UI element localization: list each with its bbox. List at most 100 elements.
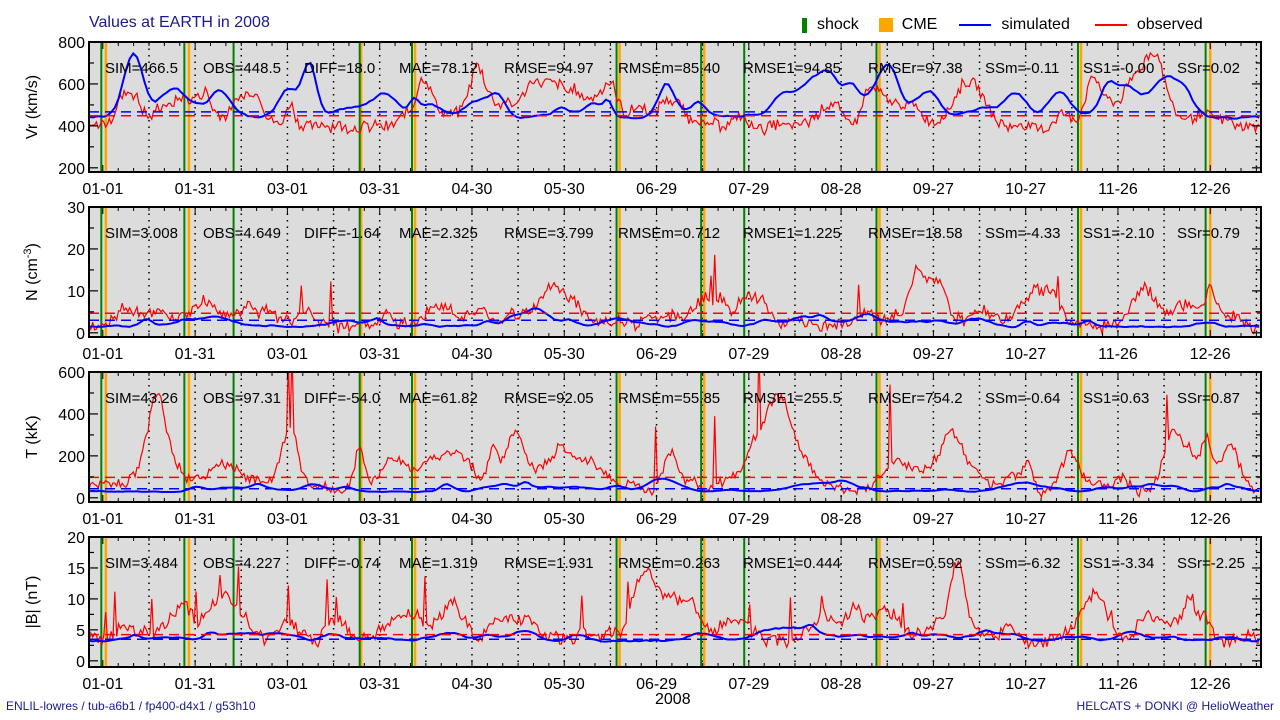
simulated-line bbox=[89, 307, 1260, 329]
series-group bbox=[89, 560, 1261, 650]
x-tick-label: 10-27 bbox=[1005, 181, 1046, 198]
x-tick-label: 04-30 bbox=[452, 676, 493, 693]
shock-swatch-icon bbox=[802, 17, 807, 33]
observed-line bbox=[89, 372, 1260, 500]
stat-label: SSr=0.79 bbox=[1177, 225, 1240, 242]
x-tick-label: 03-31 bbox=[359, 511, 400, 528]
x-tick-label: 12-26 bbox=[1190, 346, 1231, 363]
plot-frame bbox=[88, 371, 1262, 503]
stat-label: SS1=-0.00 bbox=[1083, 60, 1154, 77]
y-axis-label-sup: -3 bbox=[22, 248, 34, 258]
stat-label: SSm=-0.11 bbox=[985, 60, 1059, 77]
stat-label: MAE=1.319 bbox=[399, 555, 478, 572]
y-tick-label: 30 bbox=[67, 200, 85, 217]
y-tick-label: 0 bbox=[76, 654, 85, 671]
stat-label: SSm=-4.33 bbox=[985, 225, 1060, 242]
y-tick-label: 200 bbox=[58, 161, 85, 178]
stat-label: DIFF=-1.64 bbox=[304, 225, 380, 242]
stat-label: RMSE=1.931 bbox=[504, 555, 594, 572]
stat-label: RMSEr=754.2 bbox=[868, 390, 963, 407]
x-tick-label: 03-01 bbox=[267, 181, 308, 198]
y-axis-label-main: N (cm bbox=[24, 258, 41, 301]
x-tick-label: 07-29 bbox=[728, 676, 769, 693]
stat-label: SIM=43.26 bbox=[105, 390, 178, 407]
legend-shock-label: shock bbox=[817, 16, 859, 33]
stat-label: RMSE=92.05 bbox=[504, 390, 594, 407]
y-tick-label: 400 bbox=[58, 407, 85, 424]
x-tick-label: 11-26 bbox=[1098, 511, 1138, 528]
stat-label: OBS=97.31 bbox=[203, 390, 281, 407]
y-axis-label: T (kK) bbox=[24, 415, 41, 458]
x-tick-label: 11-26 bbox=[1098, 181, 1138, 198]
stat-label: RMSEm=0.263 bbox=[618, 555, 720, 572]
x-tick-label: 05-30 bbox=[544, 511, 585, 528]
x-tick-label: 04-30 bbox=[452, 346, 493, 363]
stat-label: SIM=3.008 bbox=[105, 225, 178, 242]
y-axis-label: Vr (km/s) bbox=[24, 75, 41, 139]
x-axis-label: 2008 bbox=[655, 691, 691, 708]
stat-label: RMSEr=97.38 bbox=[868, 60, 963, 77]
x-tick-label: 01-31 bbox=[175, 676, 216, 693]
x-tick-label: 01-31 bbox=[175, 346, 216, 363]
legend: shock CME simulated observed bbox=[802, 16, 1203, 34]
stat-label: DIFF=-0.74 bbox=[304, 555, 380, 572]
x-tick-label: 12-26 bbox=[1190, 511, 1231, 528]
y-tick-label: 20 bbox=[67, 242, 85, 259]
observed-line bbox=[89, 51, 1260, 137]
legend-simulated-label: simulated bbox=[1001, 16, 1070, 33]
figure-title: Values at EARTH in 2008 bbox=[89, 14, 270, 31]
x-tick-label: 11-26 bbox=[1098, 676, 1138, 693]
stat-label: RMSE=94.97 bbox=[504, 60, 594, 77]
stat-label: RMSEm=55.85 bbox=[618, 390, 720, 407]
x-tick-label: 03-31 bbox=[359, 181, 400, 198]
x-tick-label: 10-27 bbox=[1005, 346, 1046, 363]
x-tick-label: 01-01 bbox=[82, 346, 123, 363]
x-tick-label: 12-26 bbox=[1190, 181, 1231, 198]
stat-label: SIM=3.484 bbox=[105, 555, 178, 572]
x-tick-label: 06-29 bbox=[636, 676, 677, 693]
x-tick-label: 09-27 bbox=[913, 676, 954, 693]
stat-label: RMSEr=18.58 bbox=[868, 225, 963, 242]
cme-swatch-icon bbox=[878, 18, 893, 32]
x-tick-label: 11-26 bbox=[1098, 346, 1138, 363]
legend-cme-label: CME bbox=[901, 16, 938, 33]
x-tick-label: 06-29 bbox=[636, 346, 677, 363]
stat-label: RMSEr=0.592 bbox=[868, 555, 963, 572]
stat-label: SSm=-0.64 bbox=[985, 390, 1060, 407]
x-tick-label: 04-30 bbox=[452, 181, 493, 198]
y-tick-label: 600 bbox=[58, 77, 85, 94]
y-tick-label: 400 bbox=[58, 119, 85, 136]
stat-label: RMSE1=1.225 bbox=[743, 225, 841, 242]
simulated-line bbox=[89, 51, 1260, 120]
footer-model-info: ENLIL-lowres / tub-a6b1 / fp400-d4x1 / g… bbox=[6, 699, 256, 713]
stat-label: RMSE1=94.85 bbox=[743, 60, 841, 77]
x-tick-label: 01-01 bbox=[82, 511, 123, 528]
x-tick-label: 06-29 bbox=[636, 511, 677, 528]
observed-line bbox=[89, 560, 1260, 650]
x-tick-label: 03-01 bbox=[267, 676, 308, 693]
x-tick-label: 01-31 bbox=[175, 181, 216, 198]
series-group bbox=[89, 372, 1261, 500]
x-tick-label: 09-27 bbox=[913, 181, 954, 198]
x-tick-label: 01-31 bbox=[175, 511, 216, 528]
x-tick-label: 03-01 bbox=[267, 511, 308, 528]
stat-label: OBS=4.649 bbox=[203, 225, 281, 242]
stat-label: SS1=0.63 bbox=[1083, 390, 1149, 407]
x-tick-label: 12-26 bbox=[1190, 676, 1231, 693]
panel-4: 0 5 10 15 20 |B| (nT) 01-01 01-31 03-01 03-31 04-3… bbox=[24, 530, 1262, 693]
x-tick-label: 08-28 bbox=[821, 511, 862, 528]
stat-label: OBS=4.227 bbox=[203, 555, 281, 572]
y-tick-label: 10 bbox=[67, 592, 85, 609]
x-tick-label: 01-01 bbox=[82, 181, 123, 198]
x-tick-label: 05-30 bbox=[544, 181, 585, 198]
stat-label: MAE=61.82 bbox=[399, 390, 478, 407]
x-tick-label: 07-29 bbox=[728, 346, 769, 363]
y-tick-label: 600 bbox=[58, 365, 85, 382]
x-tick-label: 03-31 bbox=[359, 346, 400, 363]
plot-area bbox=[89, 537, 1261, 667]
y-tick-label: 200 bbox=[58, 449, 85, 466]
stat-label: RMSE=3.799 bbox=[504, 225, 594, 242]
x-tick-label: 10-27 bbox=[1005, 511, 1046, 528]
y-tick-label: 0 bbox=[76, 326, 85, 343]
